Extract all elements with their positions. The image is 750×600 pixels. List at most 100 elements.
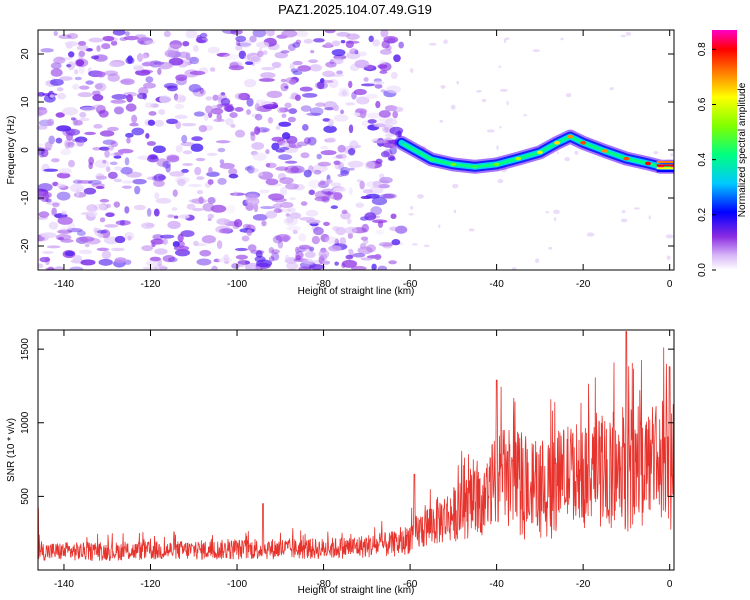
heatmap-cell: [157, 67, 162, 76]
heatmap-cell: [247, 244, 257, 252]
heatmap-cell: [162, 238, 168, 245]
heatmap-cell: [347, 248, 354, 254]
heatmap-cell: [277, 107, 285, 114]
heatmap-cell: [534, 258, 540, 263]
x-tick-label: -20: [576, 579, 591, 590]
heatmap-cell: [234, 247, 248, 252]
ridge-peak: [398, 141, 405, 145]
heatmap-cell: [166, 118, 178, 125]
heatmap-cell: [182, 41, 190, 47]
heatmap-cell: [332, 187, 347, 193]
heatmap-cell: [286, 225, 301, 231]
heatmap-cell: [38, 263, 44, 269]
snr-y-ticks: 500 1000 1500: [20, 338, 674, 505]
heatmap-cell: [503, 38, 507, 43]
heatmap-cell: [62, 107, 79, 116]
heatmap-cell: [351, 265, 367, 270]
heatmap-cell: [78, 85, 90, 90]
heatmap-cell: [366, 64, 374, 70]
heatmap-cell: [309, 64, 323, 72]
ridge-band: [399, 135, 674, 169]
heatmap-cell: [379, 176, 393, 184]
heatmap-cell: [219, 228, 231, 234]
heatmap-cell: [256, 41, 270, 48]
heatmap-cell: [443, 39, 448, 45]
heatmap-cell: [333, 191, 343, 201]
x-tick-label: -40: [489, 579, 504, 590]
heatmap-cell: [375, 229, 385, 235]
heatmap-cell: [332, 57, 344, 65]
heatmap-cell: [387, 37, 396, 44]
heatmap-cell: [261, 66, 275, 71]
heatmap-cell: [320, 233, 330, 243]
heatmap-cell: [545, 211, 550, 214]
heatmap-cell: [313, 38, 325, 43]
heatmap-cell: [370, 206, 382, 216]
heatmap-cell: [153, 264, 166, 270]
heatmap-cell: [335, 226, 346, 236]
heatmap-cell: [181, 168, 189, 173]
heatmap-cell: [57, 92, 67, 100]
heatmap-cell: [347, 160, 364, 168]
heatmap-cell: [260, 205, 275, 210]
heatmap-cell: [154, 192, 160, 200]
heatmap-cell: [99, 130, 115, 137]
heatmap-cell: [297, 65, 311, 72]
heatmap-cell: [46, 245, 61, 249]
heatmap-cell: [340, 170, 349, 177]
heatmap-cell: [359, 180, 365, 190]
heatmap-cell: [245, 61, 254, 66]
heatmap-cell: [206, 171, 220, 177]
heatmap-cell: [221, 30, 238, 35]
heatmap-cell: [354, 59, 370, 69]
heatmap-cell: [267, 117, 274, 124]
heatmap-cell: [153, 173, 166, 182]
heatmap-cell: [153, 179, 165, 188]
heatmap-cell: [326, 137, 337, 143]
heatmap-cell: [158, 61, 173, 70]
heatmap-cell: [51, 158, 60, 163]
heatmap-cell: [331, 40, 341, 47]
heatmap-cell: [194, 243, 207, 247]
heatmap-cell: [440, 84, 446, 89]
heatmap-cell: [295, 251, 304, 259]
heatmap-cell: [251, 113, 259, 118]
heatmap-cell: [328, 245, 342, 252]
heatmap-cell: [670, 153, 674, 157]
snr-frame: [37, 329, 675, 571]
heatmap-cell: [281, 30, 298, 38]
heatmap-cell: [198, 125, 208, 133]
heatmap-cell: [88, 156, 95, 166]
y-tick-label: 1500: [20, 338, 31, 361]
ridge-edge-band: [656, 170, 674, 173]
heatmap-cell: [238, 92, 251, 101]
snr-x-label: Height of straight line (km): [298, 585, 415, 596]
heatmap-cell: [56, 191, 71, 201]
heatmap-cell: [141, 222, 155, 229]
heatmap-cell: [191, 136, 203, 142]
heatmap-cell: [325, 61, 337, 68]
heatmap-cell: [60, 239, 74, 243]
heatmap-cell: [308, 189, 315, 196]
heatmap-cell: [235, 45, 243, 51]
heatmap-cell: [97, 233, 104, 238]
heatmap-cell: [147, 119, 156, 126]
heatmap-cell: [341, 259, 358, 268]
heatmap-cell: [52, 202, 60, 208]
heatmap-cell: [393, 54, 401, 63]
heatmap-cell: [299, 86, 313, 92]
heatmap-cell: [178, 214, 190, 219]
heatmap-cell: [355, 202, 365, 208]
heatmap-cell: [373, 123, 386, 128]
heatmap-cell: [99, 198, 110, 203]
heatmap-cell: [175, 120, 182, 130]
heatmap-cell: [54, 266, 65, 270]
heatmap-cell: [548, 246, 553, 250]
heatmap-cell: [284, 165, 300, 174]
heatmap-cell: [196, 176, 205, 181]
heatmap-cell: [408, 213, 415, 216]
heatmap-cell: [91, 104, 106, 111]
heatmap-cell: [129, 122, 139, 127]
heatmap-cell: [314, 190, 330, 199]
